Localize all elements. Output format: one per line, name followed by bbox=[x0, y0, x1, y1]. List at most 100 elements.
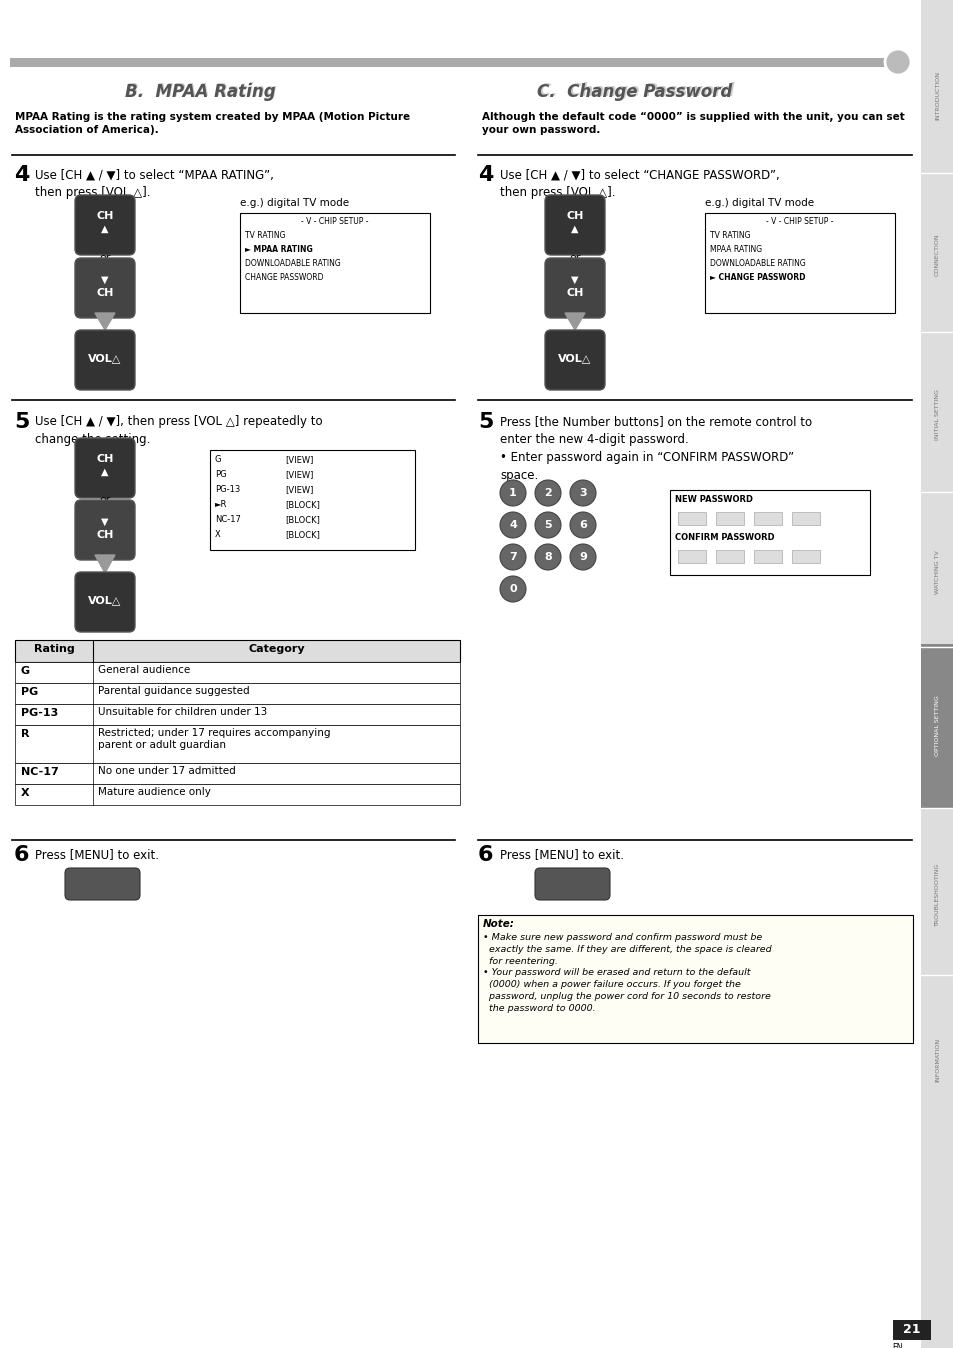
Text: MPAA Rating is the rating system created by MPAA (Motion Picture
Association of : MPAA Rating is the rating system created… bbox=[15, 112, 410, 135]
Text: MENU: MENU bbox=[558, 900, 584, 910]
Bar bbox=[920, 497, 953, 647]
Text: General audience: General audience bbox=[98, 665, 190, 675]
Text: or: or bbox=[99, 495, 111, 506]
Text: TV RATING: TV RATING bbox=[709, 231, 750, 240]
Text: e.g.) digital TV mode: e.g.) digital TV mode bbox=[240, 198, 349, 208]
Text: Although the default code “0000” is supplied with the unit, you can set
your own: Although the default code “0000” is supp… bbox=[481, 112, 903, 135]
Text: INTRODUCTION: INTRODUCTION bbox=[934, 71, 939, 120]
Bar bbox=[753, 512, 781, 524]
Text: NC-17: NC-17 bbox=[21, 767, 59, 776]
Bar bbox=[920, 19, 953, 174]
Text: CONFIRM PASSWORD: CONFIRM PASSWORD bbox=[675, 532, 774, 542]
Text: 6: 6 bbox=[14, 845, 30, 865]
Text: [VIEW]: [VIEW] bbox=[285, 470, 313, 479]
Text: C.  Change Password: C. Change Password bbox=[538, 81, 734, 100]
Text: 8: 8 bbox=[543, 551, 551, 562]
Text: ▼: ▼ bbox=[101, 275, 109, 284]
Text: Press [the Number buttons] on the remote control to
enter the new 4-digit passwo: Press [the Number buttons] on the remote… bbox=[499, 415, 811, 483]
Text: X: X bbox=[214, 530, 220, 539]
Text: EN: EN bbox=[892, 1343, 902, 1348]
FancyBboxPatch shape bbox=[535, 868, 609, 900]
Text: Unsuitable for children under 13: Unsuitable for children under 13 bbox=[98, 706, 267, 717]
Text: - V - CHIP SETUP -: - V - CHIP SETUP - bbox=[301, 217, 369, 226]
Polygon shape bbox=[95, 313, 115, 330]
Text: Use [CH ▲ / ▼] to select “CHANGE PASSWORD”,
then press [VOL △].: Use [CH ▲ / ▼] to select “CHANGE PASSWOR… bbox=[499, 168, 779, 200]
Text: ► CHANGE PASSWORD: ► CHANGE PASSWORD bbox=[709, 274, 804, 282]
Text: 9: 9 bbox=[578, 551, 586, 562]
Text: No one under 17 admitted: No one under 17 admitted bbox=[98, 766, 235, 776]
Text: 6: 6 bbox=[477, 845, 493, 865]
Bar bbox=[15, 725, 459, 763]
Text: DOWNLOADABLE RATING: DOWNLOADABLE RATING bbox=[245, 259, 340, 268]
FancyBboxPatch shape bbox=[544, 257, 604, 318]
Circle shape bbox=[569, 545, 596, 570]
Text: 6: 6 bbox=[578, 520, 586, 530]
FancyBboxPatch shape bbox=[75, 572, 135, 632]
Bar bbox=[15, 683, 459, 704]
Text: [BLOCK]: [BLOCK] bbox=[285, 515, 319, 524]
Text: Note:: Note: bbox=[482, 919, 515, 929]
Text: CH: CH bbox=[566, 212, 583, 221]
Bar bbox=[15, 704, 459, 725]
Circle shape bbox=[535, 512, 560, 538]
Bar bbox=[678, 550, 705, 563]
Text: CH: CH bbox=[96, 288, 113, 298]
Bar bbox=[753, 550, 781, 563]
Bar bbox=[477, 915, 912, 1043]
Bar bbox=[920, 644, 953, 809]
Circle shape bbox=[569, 512, 596, 538]
Bar bbox=[704, 213, 894, 313]
Text: • Make sure new password and confirm password must be
  exactly the same. If the: • Make sure new password and confirm pas… bbox=[482, 933, 771, 1012]
Text: ▼: ▼ bbox=[571, 275, 578, 284]
Circle shape bbox=[499, 576, 525, 603]
FancyBboxPatch shape bbox=[75, 438, 135, 497]
Text: Restricted; under 17 requires accompanying
parent or adult guardian: Restricted; under 17 requires accompanyi… bbox=[98, 728, 330, 751]
Text: Rating: Rating bbox=[33, 644, 74, 654]
Polygon shape bbox=[564, 313, 584, 330]
Text: Use [CH ▲ / ▼] to select “MPAA RATING”,
then press [VOL △].: Use [CH ▲ / ▼] to select “MPAA RATING”, … bbox=[35, 168, 274, 200]
FancyBboxPatch shape bbox=[65, 868, 140, 900]
Text: Press [MENU] to exit.: Press [MENU] to exit. bbox=[35, 848, 159, 861]
Text: CH: CH bbox=[96, 454, 113, 464]
Text: or: or bbox=[569, 253, 580, 263]
Circle shape bbox=[499, 512, 525, 538]
Text: 4: 4 bbox=[509, 520, 517, 530]
Bar bbox=[15, 763, 459, 785]
Bar bbox=[15, 662, 459, 683]
Text: PG-13: PG-13 bbox=[21, 708, 58, 718]
Text: G: G bbox=[21, 666, 30, 675]
Bar bbox=[920, 178, 953, 333]
Text: PG: PG bbox=[214, 470, 227, 479]
FancyBboxPatch shape bbox=[75, 195, 135, 255]
Polygon shape bbox=[95, 555, 115, 573]
Bar bbox=[716, 512, 743, 524]
Bar bbox=[669, 491, 869, 576]
Text: MENU: MENU bbox=[89, 900, 114, 910]
Bar bbox=[920, 813, 953, 975]
Text: OPTIONAL SETTING: OPTIONAL SETTING bbox=[934, 696, 939, 756]
Text: ►R: ►R bbox=[214, 500, 227, 510]
Text: [BLOCK]: [BLOCK] bbox=[285, 530, 319, 539]
Text: NEW PASSWORD: NEW PASSWORD bbox=[675, 495, 752, 504]
Text: 5: 5 bbox=[477, 412, 493, 431]
Text: WATCHING TV: WATCHING TV bbox=[934, 550, 939, 594]
FancyBboxPatch shape bbox=[75, 500, 135, 559]
Text: NC-17: NC-17 bbox=[214, 515, 240, 524]
Text: 1: 1 bbox=[509, 488, 517, 497]
FancyBboxPatch shape bbox=[544, 330, 604, 390]
Bar bbox=[15, 640, 459, 662]
Text: ▼: ▼ bbox=[101, 518, 109, 527]
Text: G: G bbox=[214, 456, 221, 464]
Bar bbox=[791, 550, 820, 563]
Text: 0: 0 bbox=[509, 584, 517, 594]
Circle shape bbox=[884, 49, 910, 75]
Circle shape bbox=[569, 480, 596, 506]
Text: Parental guidance suggested: Parental guidance suggested bbox=[98, 686, 250, 696]
Text: ▲: ▲ bbox=[101, 466, 109, 477]
Text: VOL△: VOL△ bbox=[89, 594, 121, 605]
Text: Mature audience only: Mature audience only bbox=[98, 787, 211, 797]
Text: INITIAL SETTING: INITIAL SETTING bbox=[934, 390, 939, 441]
Bar bbox=[920, 980, 953, 1140]
Text: PG: PG bbox=[21, 687, 38, 697]
Text: CHANGE PASSWORD: CHANGE PASSWORD bbox=[245, 274, 323, 282]
